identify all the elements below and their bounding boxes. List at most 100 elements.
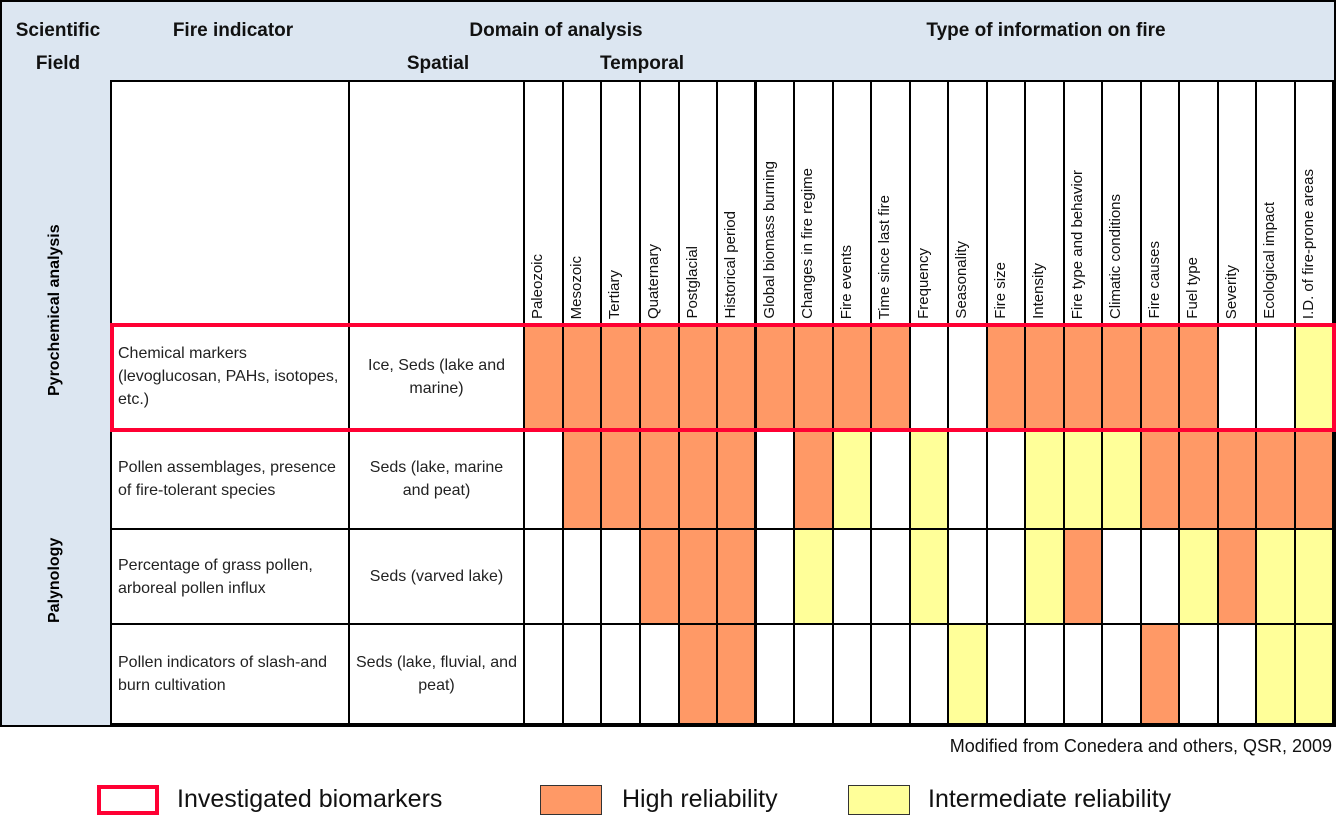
cell-high-reliability <box>872 325 911 430</box>
column-header-fire-causes: Fire causes <box>1141 82 1181 325</box>
column-header-fire-events: Fire events <box>833 82 873 325</box>
column-header-historical-period: Historical period <box>718 82 757 325</box>
row-spatial: Ice, Seds (lake and marine) <box>350 325 525 430</box>
header-blank-indicator <box>112 82 350 325</box>
cell-empty <box>1180 625 1219 725</box>
cell-empty <box>949 430 988 530</box>
cell-intermediate-reliability <box>910 530 950 625</box>
cell-high-reliability <box>1141 625 1181 725</box>
header-temporal: Temporal <box>599 53 685 74</box>
legend-high: High reliability <box>622 785 778 813</box>
column-header-intensity: Intensity <box>1026 82 1065 325</box>
cell-empty <box>1218 625 1258 725</box>
cell-intermediate-reliability <box>1295 530 1334 625</box>
column-label: Global biomass burning <box>761 161 778 319</box>
cell-high-reliability <box>1141 325 1181 430</box>
column-label: Severity <box>1222 264 1240 319</box>
column-header-changes-in-fire-regime: Changes in fire regime <box>795 82 834 325</box>
legend-swatch-investigated <box>97 785 159 815</box>
column-header-quaternary: Quaternary <box>641 82 680 325</box>
cell-empty <box>757 625 796 725</box>
cell-empty <box>525 530 564 625</box>
cell-high-reliability <box>679 325 719 430</box>
cell-empty <box>949 325 988 430</box>
column-header-i-d-of-fire-prone-areas: I.D. of fire-prone areas <box>1295 82 1334 325</box>
cell-high-reliability <box>525 325 564 430</box>
column-header-fuel-type: Fuel type <box>1180 82 1219 325</box>
column-label: Paleozoic <box>529 253 546 319</box>
cell-empty <box>987 625 1027 725</box>
cell-intermediate-reliability <box>1295 325 1334 430</box>
cell-intermediate-reliability <box>910 430 950 530</box>
column-label: Time since last fire <box>876 194 894 319</box>
row-indicator: Percentage of grass pollen, arboreal pol… <box>112 530 350 625</box>
cell-empty <box>563 530 603 625</box>
cell-intermediate-reliability <box>1026 430 1065 530</box>
column-header-severity: Severity <box>1218 82 1258 325</box>
row-spatial: Seds (lake, marine and peat) <box>350 430 525 530</box>
cell-high-reliability <box>795 325 834 430</box>
column-label: Mesozoic <box>567 255 585 319</box>
cell-empty <box>833 625 873 725</box>
cell-empty <box>1103 625 1142 725</box>
cell-empty <box>795 625 834 725</box>
cell-high-reliability <box>679 430 719 530</box>
cell-high-reliability <box>718 325 757 430</box>
row-spatial: Seds (lake, fluvial, and peat) <box>350 625 525 725</box>
cell-empty <box>525 430 564 530</box>
column-label: Fire causes <box>1145 241 1163 319</box>
cell-empty <box>602 530 641 625</box>
cell-high-reliability <box>563 325 603 430</box>
cell-empty <box>602 625 641 725</box>
cell-high-reliability <box>641 530 680 625</box>
legend-investigated: Investigated biomarkers <box>177 785 443 813</box>
cell-empty <box>1064 625 1104 725</box>
column-label: Fire events <box>837 244 855 319</box>
cell-high-reliability <box>833 325 873 430</box>
cell-high-reliability <box>641 430 680 530</box>
row-spatial: Seds (varved lake) <box>350 530 525 625</box>
cell-empty <box>641 625 680 725</box>
field-pyrochemical: Pyrochemical analysis <box>46 224 63 396</box>
cell-empty <box>1103 530 1142 625</box>
column-header-global-biomass-burning: Global biomass burning <box>757 82 796 325</box>
header-scientific-field: Scientific <box>15 20 101 41</box>
cell-high-reliability <box>1218 530 1258 625</box>
legend-swatch-intermediate <box>848 785 910 815</box>
cell-high-reliability <box>757 325 796 430</box>
column-header-climatic-conditions: Climatic conditions <box>1103 82 1142 325</box>
column-label: Quaternary <box>645 243 662 319</box>
cell-high-reliability <box>987 325 1027 430</box>
header-type-info: Type of information on fire <box>926 20 1166 41</box>
cell-empty <box>563 625 603 725</box>
header-domain: Domain of analysis <box>469 20 643 41</box>
cell-high-reliability <box>1064 325 1104 430</box>
cell-empty <box>1257 325 1296 430</box>
header-spatial: Spatial <box>406 53 470 74</box>
column-label: Fire type and behavior <box>1068 169 1086 319</box>
cell-intermediate-reliability <box>949 625 988 725</box>
cell-high-reliability <box>718 625 757 725</box>
cell-high-reliability <box>1257 430 1296 530</box>
cell-high-reliability <box>563 430 603 530</box>
cell-high-reliability <box>1180 430 1219 530</box>
cell-intermediate-reliability <box>795 530 834 625</box>
column-header-fire-size: Fire size <box>987 82 1027 325</box>
cell-high-reliability <box>679 625 719 725</box>
cell-high-reliability <box>795 430 834 530</box>
column-header-paleozoic: Paleozoic <box>525 82 564 325</box>
cell-high-reliability <box>1180 325 1219 430</box>
cell-high-reliability <box>718 430 757 530</box>
cell-intermediate-reliability <box>1257 625 1296 725</box>
cell-intermediate-reliability <box>1064 430 1104 530</box>
row-indicator: Chemical markers (levoglucosan, PAHs, is… <box>112 325 350 430</box>
cell-empty <box>833 530 873 625</box>
cell-empty <box>872 625 911 725</box>
legend-intermediate: Intermediate reliability <box>928 785 1172 813</box>
cell-empty <box>987 430 1027 530</box>
column-header-postglacial: Postglacial <box>679 82 719 325</box>
header-blank-spatial <box>350 82 525 325</box>
cell-high-reliability <box>1064 530 1104 625</box>
source-note: Modified from Conedera and others, QSR, … <box>949 736 1332 756</box>
cell-high-reliability <box>1218 430 1258 530</box>
